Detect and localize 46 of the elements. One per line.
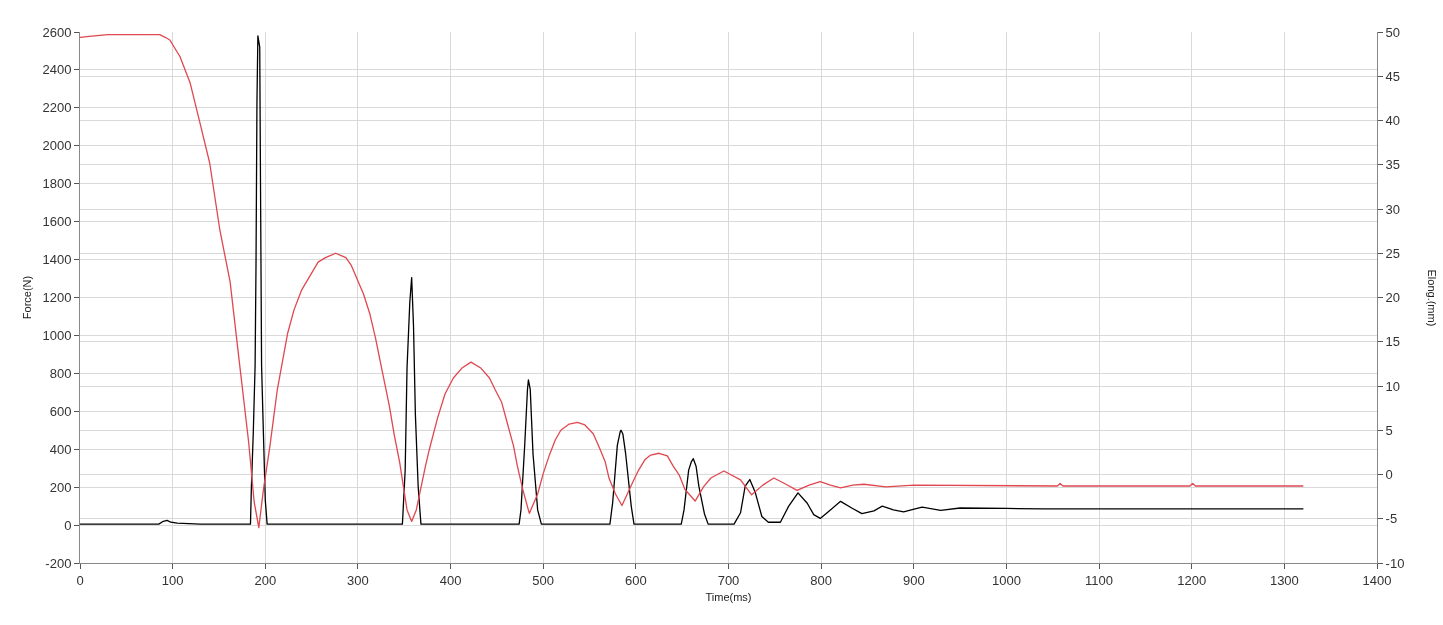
x-tick-label: 600 — [625, 572, 647, 588]
y2-tick-label: 50 — [1385, 24, 1401, 40]
x-tick-label: 100 — [161, 572, 184, 588]
x-tick-label: 200 — [254, 572, 277, 588]
y-tick-label: 1000 — [42, 327, 72, 343]
y-tick-label: 1400 — [42, 252, 72, 268]
y2-tick-label: 10 — [1385, 378, 1401, 394]
x-tick-label: 1200 — [1177, 572, 1207, 588]
y-tick-label: 2200 — [42, 100, 72, 116]
y-tick-label: 2400 — [42, 62, 72, 78]
y-tick-label: 800 — [49, 365, 72, 381]
x-tick-label: 400 — [439, 572, 462, 588]
x-tick-label: 0 — [76, 572, 84, 588]
y2-tick-label: 5 — [1385, 422, 1393, 438]
x-tick-label: 800 — [810, 572, 832, 588]
x-tick-label: 1400 — [1362, 572, 1392, 588]
y2-tick-label: 40 — [1385, 113, 1401, 129]
y-tick-label: 1800 — [42, 176, 72, 192]
y-axis-title: Force(N) — [21, 275, 34, 320]
y2-tick-label: 0 — [1385, 467, 1393, 483]
y-tick-label: 200 — [49, 479, 72, 495]
x-tick-label: 900 — [902, 572, 925, 588]
x-tick-label: 1000 — [991, 572, 1021, 588]
y2-tick-label: 20 — [1385, 290, 1401, 306]
y-tick-label: -200 — [45, 555, 72, 571]
y-tick-label: 400 — [49, 441, 72, 457]
y2-tick-label: 35 — [1385, 157, 1401, 173]
y-tick-label: 2600 — [42, 24, 72, 40]
y2-tick-label: 15 — [1385, 334, 1401, 350]
x-tick-label: 300 — [347, 572, 369, 588]
y-tick-label: 2000 — [42, 138, 72, 154]
x-axis-title: Time(ms) — [705, 590, 752, 603]
y2-tick-label: 25 — [1385, 245, 1401, 261]
y2-tick-label: -5 — [1385, 511, 1398, 527]
y2-tick-label: 30 — [1385, 201, 1401, 217]
x-tick-label: 700 — [717, 572, 740, 588]
y2-tick-label: 45 — [1385, 68, 1401, 84]
y2-axis-title: Elong.(mm) — [1425, 269, 1438, 327]
y-tick-label: 1200 — [42, 290, 72, 306]
y-tick-label: 0 — [64, 517, 72, 533]
x-tick-label: 1300 — [1269, 572, 1299, 588]
x-tick-label: 1100 — [1085, 572, 1114, 588]
y-tick-label: 600 — [49, 403, 72, 419]
y2-tick-label: -10 — [1385, 555, 1405, 571]
y-tick-label: 1600 — [42, 214, 72, 230]
x-tick-label: 500 — [532, 572, 555, 588]
